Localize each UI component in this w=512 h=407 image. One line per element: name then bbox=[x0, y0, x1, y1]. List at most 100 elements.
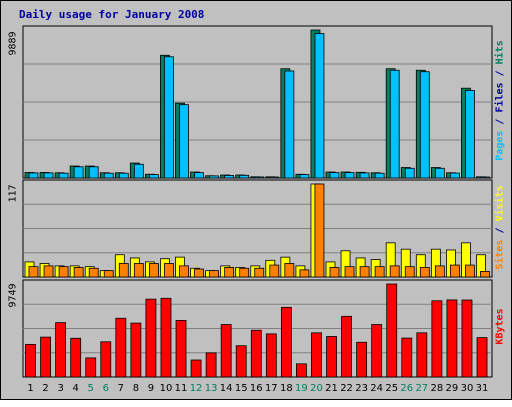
bar-sites-day-22 bbox=[344, 266, 355, 278]
ymax-label-visits-sites: 117 bbox=[7, 184, 19, 203]
bar-files-day-9 bbox=[148, 174, 159, 179]
x-tick-day-7: 7 bbox=[117, 383, 124, 394]
legend-part: / bbox=[494, 221, 506, 240]
bar-files-day-28 bbox=[434, 167, 445, 179]
bar-sites-day-26 bbox=[404, 266, 415, 278]
x-tick-day-30: 30 bbox=[460, 383, 474, 394]
bar-kbytes-day-16 bbox=[250, 329, 262, 378]
x-tick-day-10: 10 bbox=[159, 383, 173, 394]
bar-files-day-22 bbox=[344, 172, 355, 179]
bar-kbytes-day-19 bbox=[296, 363, 307, 378]
x-tick-day-5: 5 bbox=[87, 383, 94, 394]
x-tick-day-31: 31 bbox=[475, 383, 489, 394]
bar-sites-day-9 bbox=[148, 263, 159, 278]
bar-files-day-1 bbox=[28, 172, 39, 179]
bar-sites-day-20 bbox=[314, 183, 325, 278]
bar-files-day-11 bbox=[179, 104, 189, 179]
bar-kbytes-day-14 bbox=[220, 324, 232, 378]
bar-kbytes-day-17 bbox=[265, 333, 277, 378]
bar-kbytes-day-25 bbox=[386, 283, 398, 378]
bar-kbytes-day-30 bbox=[461, 299, 473, 378]
x-tick-day-8: 8 bbox=[132, 383, 140, 394]
bar-files-day-30 bbox=[465, 90, 475, 179]
bar-files-day-15 bbox=[239, 174, 250, 179]
bar-files-day-6 bbox=[103, 172, 114, 179]
bar-sites-day-31 bbox=[480, 271, 490, 278]
legend-part: / bbox=[494, 112, 506, 131]
bar-kbytes-day-22 bbox=[341, 315, 352, 378]
bar-files-day-3 bbox=[58, 172, 69, 179]
bar-sites-day-5 bbox=[88, 267, 99, 278]
x-tick-day-28: 28 bbox=[430, 383, 444, 394]
x-tick-day-3: 3 bbox=[57, 383, 64, 394]
bar-sites-day-30 bbox=[465, 264, 475, 278]
x-tick-day-29: 29 bbox=[445, 383, 459, 394]
x-tick-day-17: 17 bbox=[264, 383, 278, 394]
bar-sites-day-12 bbox=[194, 268, 204, 278]
bar-files-day-29 bbox=[449, 172, 460, 179]
bar-kbytes-day-6 bbox=[100, 341, 112, 378]
legend-part: Hits bbox=[494, 40, 506, 65]
bar-files-day-23 bbox=[359, 172, 370, 179]
x-tick-day-1: 1 bbox=[27, 383, 34, 394]
legend-kbytes: KBytes bbox=[495, 247, 506, 407]
bar-kbytes-day-10 bbox=[160, 297, 172, 378]
bar-files-day-24 bbox=[374, 172, 385, 179]
legend-part: KBytes bbox=[494, 308, 506, 345]
bar-sites-day-2 bbox=[43, 265, 54, 278]
x-tick-day-20: 20 bbox=[310, 383, 323, 394]
x-tick-day-22: 22 bbox=[340, 383, 353, 394]
legend-part: Visits bbox=[494, 185, 506, 222]
bar-kbytes-day-7 bbox=[115, 317, 127, 378]
ymax-label-kbytes: 9749 bbox=[7, 283, 19, 308]
bar-kbytes-day-4 bbox=[70, 337, 82, 378]
bar-sites-day-10 bbox=[164, 263, 174, 278]
bar-files-day-19 bbox=[299, 174, 310, 179]
bar-sites-day-25 bbox=[389, 265, 400, 278]
bar-kbytes-day-3 bbox=[55, 322, 67, 378]
bar-sites-day-14 bbox=[224, 267, 235, 278]
x-tick-day-15: 15 bbox=[234, 383, 248, 394]
bar-kbytes-day-1 bbox=[25, 343, 36, 378]
legend-part: / bbox=[494, 64, 506, 83]
bar-kbytes-day-8 bbox=[130, 322, 142, 378]
legend-part: Files bbox=[494, 82, 506, 113]
bar-sites-day-17 bbox=[269, 264, 280, 278]
bar-sites-day-1 bbox=[28, 266, 39, 278]
ymax-label-hits-files-pages: 9889 bbox=[7, 31, 19, 56]
bar-files-day-27 bbox=[419, 71, 430, 179]
x-tick-day-25: 25 bbox=[385, 383, 399, 394]
bar-sites-day-21 bbox=[329, 267, 340, 278]
x-tick-day-6: 6 bbox=[102, 383, 109, 394]
bar-files-day-31 bbox=[480, 176, 490, 179]
bar-kbytes-day-23 bbox=[356, 341, 368, 378]
x-tick-day-9: 9 bbox=[147, 383, 155, 394]
bar-kbytes-day-5 bbox=[85, 357, 97, 378]
bar-sites-day-29 bbox=[449, 264, 460, 278]
bar-sites-day-4 bbox=[73, 267, 84, 278]
x-tick-day-11: 11 bbox=[174, 383, 188, 394]
bar-kbytes-day-24 bbox=[371, 324, 383, 378]
bar-kbytes-day-9 bbox=[145, 298, 157, 378]
x-tick-day-4: 4 bbox=[72, 383, 79, 394]
bar-files-day-7 bbox=[118, 172, 129, 179]
bar-files-day-20 bbox=[314, 33, 325, 179]
bar-sites-day-15 bbox=[239, 267, 250, 278]
bar-files-day-14 bbox=[224, 175, 235, 179]
bar-sites-day-24 bbox=[374, 266, 385, 278]
bar-kbytes-day-2 bbox=[40, 336, 51, 378]
bar-files-day-25 bbox=[389, 69, 400, 179]
bar-sites-day-8 bbox=[133, 263, 144, 278]
x-tick-day-18: 18 bbox=[280, 383, 293, 394]
x-tick-day-19: 19 bbox=[295, 383, 308, 394]
bar-kbytes-day-20 bbox=[311, 332, 322, 378]
x-tick-day-13: 13 bbox=[204, 383, 218, 394]
bar-files-day-10 bbox=[164, 56, 174, 179]
x-tick-day-26: 26 bbox=[400, 383, 414, 394]
bar-kbytes-day-27 bbox=[416, 332, 428, 378]
bar-files-day-13 bbox=[209, 175, 220, 179]
bar-kbytes-day-13 bbox=[205, 352, 217, 378]
x-tick-day-23: 23 bbox=[355, 383, 368, 394]
bar-sites-day-3 bbox=[58, 266, 69, 278]
